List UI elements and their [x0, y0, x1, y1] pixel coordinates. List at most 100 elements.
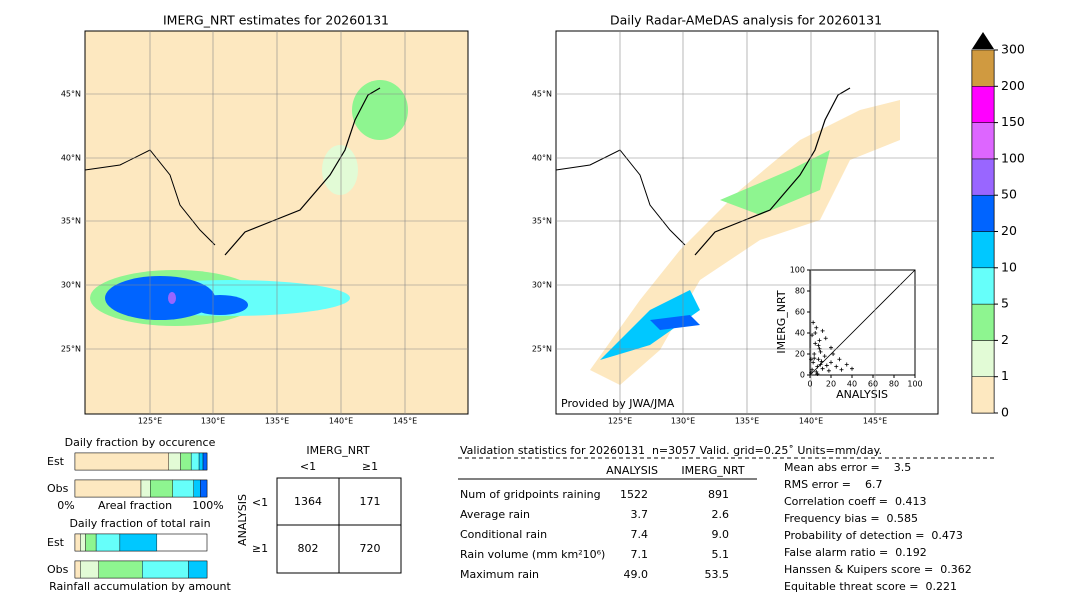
- row-label: ≥1: [252, 542, 268, 555]
- colorbar-segment: [971, 86, 995, 123]
- bar-segment: [74, 533, 81, 552]
- scatter-point: [818, 362, 823, 367]
- colorbar-segment: [971, 340, 995, 377]
- cell: 53.5: [705, 568, 730, 581]
- score: Probability of detection = 0.473: [784, 529, 963, 542]
- scatter-point: [839, 367, 844, 372]
- scatter-point: [810, 333, 815, 338]
- scatter-point: [810, 367, 815, 372]
- lat-label: 40°N: [61, 154, 81, 163]
- y-tick-label: 20: [795, 350, 805, 359]
- scatter-point: [818, 349, 823, 354]
- colorbar-tick-label: 300: [1001, 42, 1025, 57]
- cell: 3.7: [631, 508, 649, 521]
- colorbar-segment: [971, 194, 995, 232]
- axis-end: 0%: [57, 499, 74, 512]
- scatter-point: [820, 328, 825, 333]
- row-label: Average rain: [460, 508, 530, 521]
- lon-label: 125°E: [608, 417, 632, 426]
- scatter-point: [819, 359, 824, 364]
- score: Correlation coeff = 0.413: [784, 495, 926, 508]
- colorbar-tick-label: 5: [1001, 296, 1009, 311]
- y-tick-label: 80: [795, 287, 805, 296]
- x-tick-label: 20: [826, 380, 836, 389]
- rain-area: [352, 80, 408, 140]
- scatter-point: [831, 352, 836, 356]
- bar-segment: [150, 479, 173, 498]
- scatter-point: [817, 338, 822, 343]
- row-label: Obs: [47, 482, 69, 495]
- lat-label: 30°N: [532, 281, 552, 290]
- cell: 1522: [620, 488, 648, 501]
- colorbar-segment: [971, 303, 995, 341]
- scatter-point: [811, 360, 816, 365]
- y-tick-label: 60: [795, 308, 805, 317]
- credit: Provided by JWA/JMA: [561, 397, 675, 410]
- scatter-point: [823, 336, 828, 341]
- scatter-point: [816, 357, 821, 362]
- x-tick-label: 40: [847, 380, 857, 389]
- bar-segment: [180, 452, 192, 471]
- rain-area: [192, 295, 248, 315]
- lon-label: 140°E: [799, 417, 823, 426]
- scatter-point: [829, 360, 833, 365]
- coastline: [224, 87, 381, 256]
- cell: 9.0: [712, 528, 730, 541]
- bar-segment: [188, 560, 208, 579]
- lon-label: 135°E: [265, 417, 289, 426]
- colorbar-segment: [971, 267, 995, 305]
- rain-area: [168, 292, 176, 304]
- scatter-point: [813, 341, 818, 346]
- lat-label: 35°N: [532, 217, 552, 226]
- lat-label: 30°N: [61, 281, 81, 290]
- colorbar-segment: [971, 49, 995, 87]
- contingency-row-title: ANALYSIS: [236, 494, 249, 546]
- lon-label: 125°E: [138, 417, 162, 426]
- colorbar-tick-label: 100: [1001, 150, 1025, 165]
- row-label: Est: [47, 455, 65, 468]
- score: False alarm ratio = 0.192: [784, 546, 927, 559]
- colorbar-segment: [971, 376, 995, 414]
- bar-segment: [142, 560, 189, 579]
- y-tick-label: 40: [795, 329, 805, 338]
- bar-segment: [168, 452, 181, 471]
- x-tick-label: 0: [807, 380, 812, 389]
- col-header: IMERG_NRT: [681, 464, 744, 477]
- colorbar-segment: [971, 231, 995, 269]
- scatter-point: [837, 357, 842, 362]
- bar-segment: [198, 452, 204, 471]
- lon-label: 135°E: [735, 417, 759, 426]
- row-label: Maximum rain: [460, 568, 539, 581]
- col-header: ANALYSIS: [606, 464, 658, 477]
- x-tick-label: 80: [889, 380, 899, 389]
- lat-label: 25°N: [532, 345, 552, 354]
- cell: 171: [360, 495, 381, 508]
- rain-area: [322, 145, 358, 195]
- axis-label: Rainfall accumulation by amount: [49, 580, 231, 593]
- score: Hanssen & Kuipers score = 0.362: [784, 563, 972, 576]
- cell: 720: [360, 542, 381, 555]
- col-label: ≥1: [362, 460, 378, 473]
- map-title: IMERG_NRT estimates for 20260131: [163, 13, 389, 28]
- bar-segment: [190, 452, 200, 471]
- y-axis-label: IMERG_NRT: [775, 290, 788, 353]
- map-frame: [84, 30, 469, 415]
- bar-segment: [80, 533, 86, 552]
- cell: 1364: [294, 495, 322, 508]
- colorbar-tick-label: 50: [1001, 187, 1017, 202]
- score: Equitable threat score = 0.221: [784, 580, 957, 593]
- cell: 5.1: [712, 548, 730, 561]
- scatter-point: [817, 346, 822, 351]
- bar-segment: [80, 560, 99, 579]
- scatter-point: [815, 371, 820, 376]
- scatter-point: [820, 366, 825, 371]
- lat-label: 25°N: [61, 345, 81, 354]
- validation-header: Validation statistics for 20260131 n=305…: [460, 444, 882, 457]
- scatter-point: [834, 364, 839, 369]
- x-axis-label: ANALYSIS: [836, 388, 888, 401]
- rain-area: [105, 276, 215, 320]
- row-label: Conditional rain: [460, 528, 547, 541]
- scatter-point: [829, 345, 833, 350]
- panel-title: Daily fraction of total rain: [69, 517, 210, 530]
